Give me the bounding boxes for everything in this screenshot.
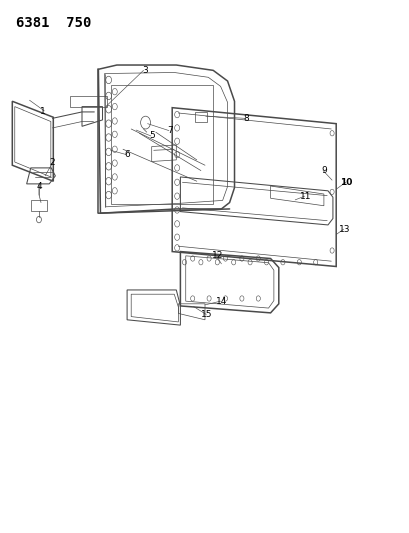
Text: 13: 13 [338,225,349,233]
Text: 4: 4 [36,182,42,191]
Text: 10: 10 [339,178,352,187]
Text: 12: 12 [211,252,222,260]
Text: 14: 14 [215,297,227,305]
Text: 5: 5 [148,132,154,140]
Text: 8: 8 [243,114,248,123]
Text: 3: 3 [142,66,148,75]
Text: 11: 11 [299,192,310,200]
Text: 15: 15 [201,310,212,319]
Text: 6: 6 [124,150,130,159]
Text: 6381  750: 6381 750 [16,16,92,30]
Text: 7: 7 [167,126,173,135]
Text: 2: 2 [49,158,55,167]
Text: 1: 1 [40,108,46,116]
Text: 9: 9 [320,166,326,175]
